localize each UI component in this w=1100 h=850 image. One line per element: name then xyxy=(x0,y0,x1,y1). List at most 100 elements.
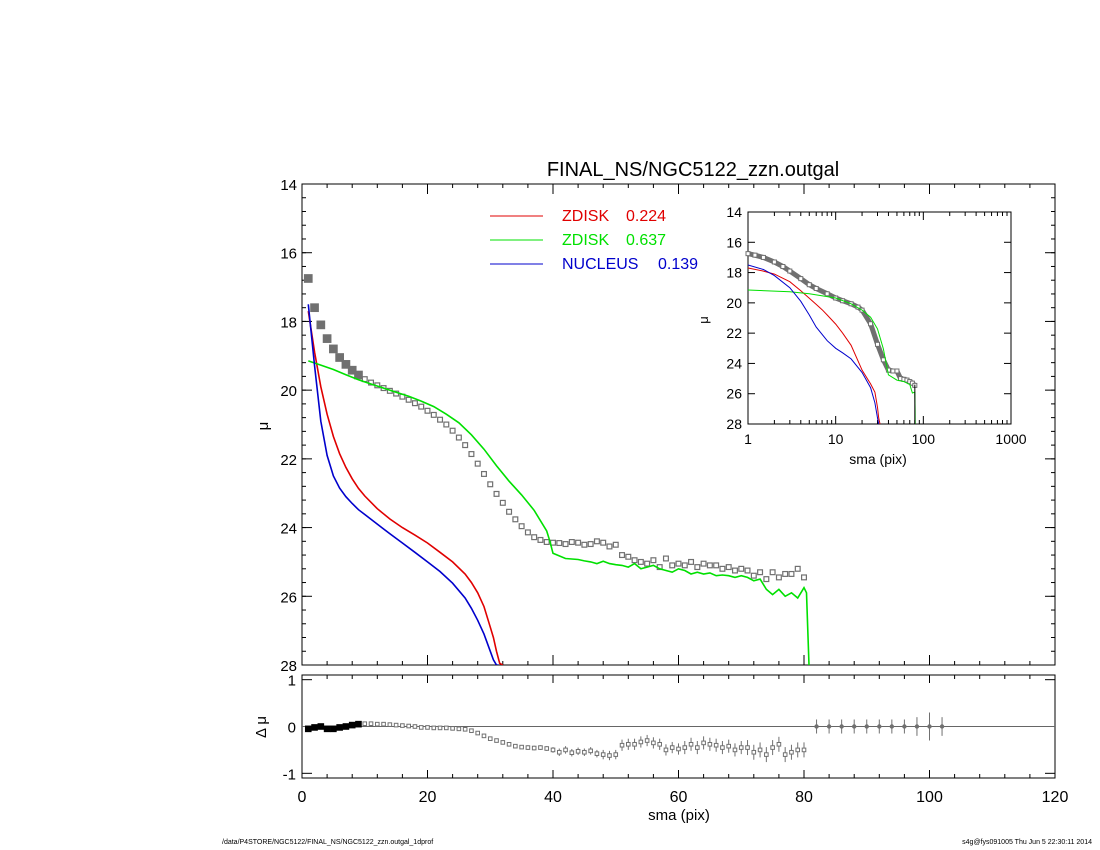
residual-point xyxy=(745,745,750,750)
inset-data-point xyxy=(868,321,874,327)
inset-y-tick-label: 20 xyxy=(726,295,742,311)
main-plot: μ 14 16 18 20 22 24 26 28 ZDISK 0.224 ZDISK 0.637 N… xyxy=(255,177,1056,675)
data-point xyxy=(405,396,412,403)
inset-data-point xyxy=(894,368,900,374)
data-point xyxy=(606,543,613,550)
residual-y-tick-label: -1 xyxy=(283,766,296,783)
residual-point xyxy=(375,721,380,727)
data-point xyxy=(713,562,720,569)
residual-point xyxy=(475,730,480,736)
residual-point xyxy=(387,722,393,727)
residual-point xyxy=(494,738,499,743)
residual-point xyxy=(462,727,468,732)
residual-point xyxy=(355,720,362,728)
residual-x-tick-label: 20 xyxy=(419,789,437,806)
data-point xyxy=(411,400,418,407)
residual-point xyxy=(889,724,895,729)
residual-x-tick-label: 60 xyxy=(670,789,688,806)
inset-series-line-nucleus xyxy=(748,264,880,424)
data-point xyxy=(316,320,326,330)
inset-y-tick-label: 16 xyxy=(726,234,742,250)
series-line-zdisk1 xyxy=(307,310,504,665)
legend-label: ZDISK xyxy=(562,208,609,225)
inset-data-point xyxy=(752,252,758,258)
residual-point xyxy=(513,743,518,749)
residual-point xyxy=(588,748,593,754)
main-y-tick-label: 16 xyxy=(280,246,297,263)
data-point xyxy=(619,552,626,559)
inset-plot: μ sma (pix) 14 16 18 20 22 24 26 281 10 100 1000 xyxy=(696,204,1027,467)
residual-point xyxy=(544,746,550,751)
main-y-tick-label: 28 xyxy=(280,658,297,675)
residual-point xyxy=(707,741,713,747)
residual-point xyxy=(506,741,512,747)
data-point xyxy=(524,529,531,536)
inset-plot-frame xyxy=(747,211,1012,425)
data-point xyxy=(556,540,563,547)
data-point xyxy=(744,567,751,574)
residual-point xyxy=(569,750,575,756)
inset-x-tick-label: 10 xyxy=(828,431,844,447)
inset-y-axis-label: μ xyxy=(696,316,711,324)
data-point xyxy=(600,539,607,546)
residual-point xyxy=(720,745,725,750)
main-ticks: 14 16 18 20 22 24 26 28 xyxy=(280,177,1056,675)
residual-point xyxy=(330,725,337,733)
data-point xyxy=(329,344,338,354)
data-point xyxy=(631,557,638,564)
inset-y-tick-label: 28 xyxy=(726,416,742,432)
inset-data-point xyxy=(745,251,751,257)
residual-point xyxy=(839,724,844,729)
residual-point xyxy=(682,745,688,750)
residual-point xyxy=(757,747,763,753)
data-point xyxy=(644,560,651,567)
data-point xyxy=(769,569,776,576)
inset-data-point xyxy=(824,291,830,297)
residual-point xyxy=(500,740,506,745)
inset-data-point xyxy=(813,285,819,291)
residual-point xyxy=(563,747,568,753)
residual-point xyxy=(525,745,531,750)
residual-point xyxy=(481,733,487,739)
residual-point xyxy=(713,742,719,748)
data-point xyxy=(487,481,494,488)
data-point xyxy=(499,499,506,506)
data-point xyxy=(506,508,513,515)
residual-point xyxy=(381,721,386,727)
data-point xyxy=(443,421,450,428)
residual-point xyxy=(406,723,411,729)
inset-data-point xyxy=(760,254,766,260)
main-y-tick-label: 18 xyxy=(280,314,297,331)
data-point xyxy=(700,560,707,567)
data-point xyxy=(335,353,344,362)
data-point xyxy=(788,570,795,577)
data-point xyxy=(575,539,582,546)
data-point xyxy=(322,334,332,343)
data-point xyxy=(518,523,525,530)
residual-point xyxy=(368,721,374,726)
residual-point xyxy=(676,746,681,752)
inset-x-tick-label: 1000 xyxy=(995,431,1026,447)
data-point xyxy=(775,574,782,581)
data-point xyxy=(568,539,575,546)
residual-point xyxy=(826,724,832,729)
residual-point xyxy=(619,742,625,748)
inset-y-tick-label: 24 xyxy=(726,355,742,371)
residual-point xyxy=(437,725,443,731)
residual-point xyxy=(607,753,612,758)
residual-y-tick-label: 1 xyxy=(288,673,296,690)
data-point xyxy=(310,303,319,313)
residual-point xyxy=(939,724,945,729)
inset-x-axis-label: sma (pix) xyxy=(849,451,907,467)
residual-point xyxy=(663,747,669,753)
residual-point xyxy=(323,725,331,733)
residual-x-tick-label: 120 xyxy=(1042,789,1069,806)
main-y-tick-label: 22 xyxy=(280,452,297,469)
main-y-tick-label: 14 xyxy=(280,177,297,194)
residual-point xyxy=(412,724,418,729)
data-point xyxy=(662,555,669,562)
footer-right-timestamp: s4g@fys091005 Thu Jun 5 22:30:11 2014 xyxy=(962,839,1092,846)
residual-x-tick-label: 80 xyxy=(795,789,813,806)
inset-data-point xyxy=(890,368,896,374)
